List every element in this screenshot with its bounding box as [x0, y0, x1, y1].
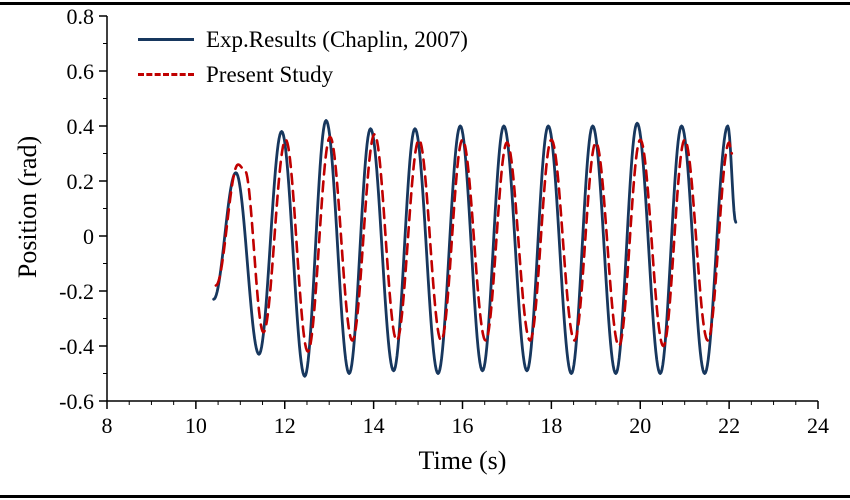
x-tick-label: 20: [629, 413, 651, 438]
y-tick-label: 0.2: [67, 169, 95, 194]
figure-bottom-border: [0, 495, 850, 498]
x-tick-label: 10: [185, 413, 207, 438]
legend: Exp.Results (Chaplin, 2007) Present Stud…: [138, 22, 468, 92]
figure-top-border: [0, 2, 850, 5]
y-tick-label: -0.2: [59, 279, 94, 304]
y-tick-label: -0.4: [59, 334, 94, 359]
x-tick-label: 18: [540, 413, 562, 438]
y-tick-label: -0.6: [59, 389, 94, 414]
x-tick-label: 14: [363, 413, 385, 438]
legend-label-exp-results: Exp.Results (Chaplin, 2007): [206, 27, 468, 52]
x-tick-label: 16: [452, 413, 474, 438]
x-tick-label: 8: [102, 413, 113, 438]
legend-item-present-study: Present Study: [138, 57, 468, 92]
y-axis-title: Position (rad): [13, 135, 42, 279]
legend-item-exp-results: Exp.Results (Chaplin, 2007): [138, 22, 468, 57]
x-tick-label: 24: [807, 413, 829, 438]
exp-results-line: [212, 119, 738, 378]
y-tick-label: 0.4: [67, 114, 95, 139]
x-axis-title: Time (s): [418, 446, 507, 475]
exp-results-line-sample: [138, 38, 194, 41]
legend-label-present-study: Present Study: [206, 62, 334, 87]
present-study-line: [214, 132, 734, 353]
y-tick-label: 0.6: [67, 59, 95, 84]
x-tick-label: 12: [274, 413, 296, 438]
y-tick-label: 0: [83, 224, 94, 249]
x-tick-label: 22: [718, 413, 740, 438]
y-tick-label: 0.8: [67, 4, 95, 29]
present-study-line-sample: [138, 73, 194, 76]
